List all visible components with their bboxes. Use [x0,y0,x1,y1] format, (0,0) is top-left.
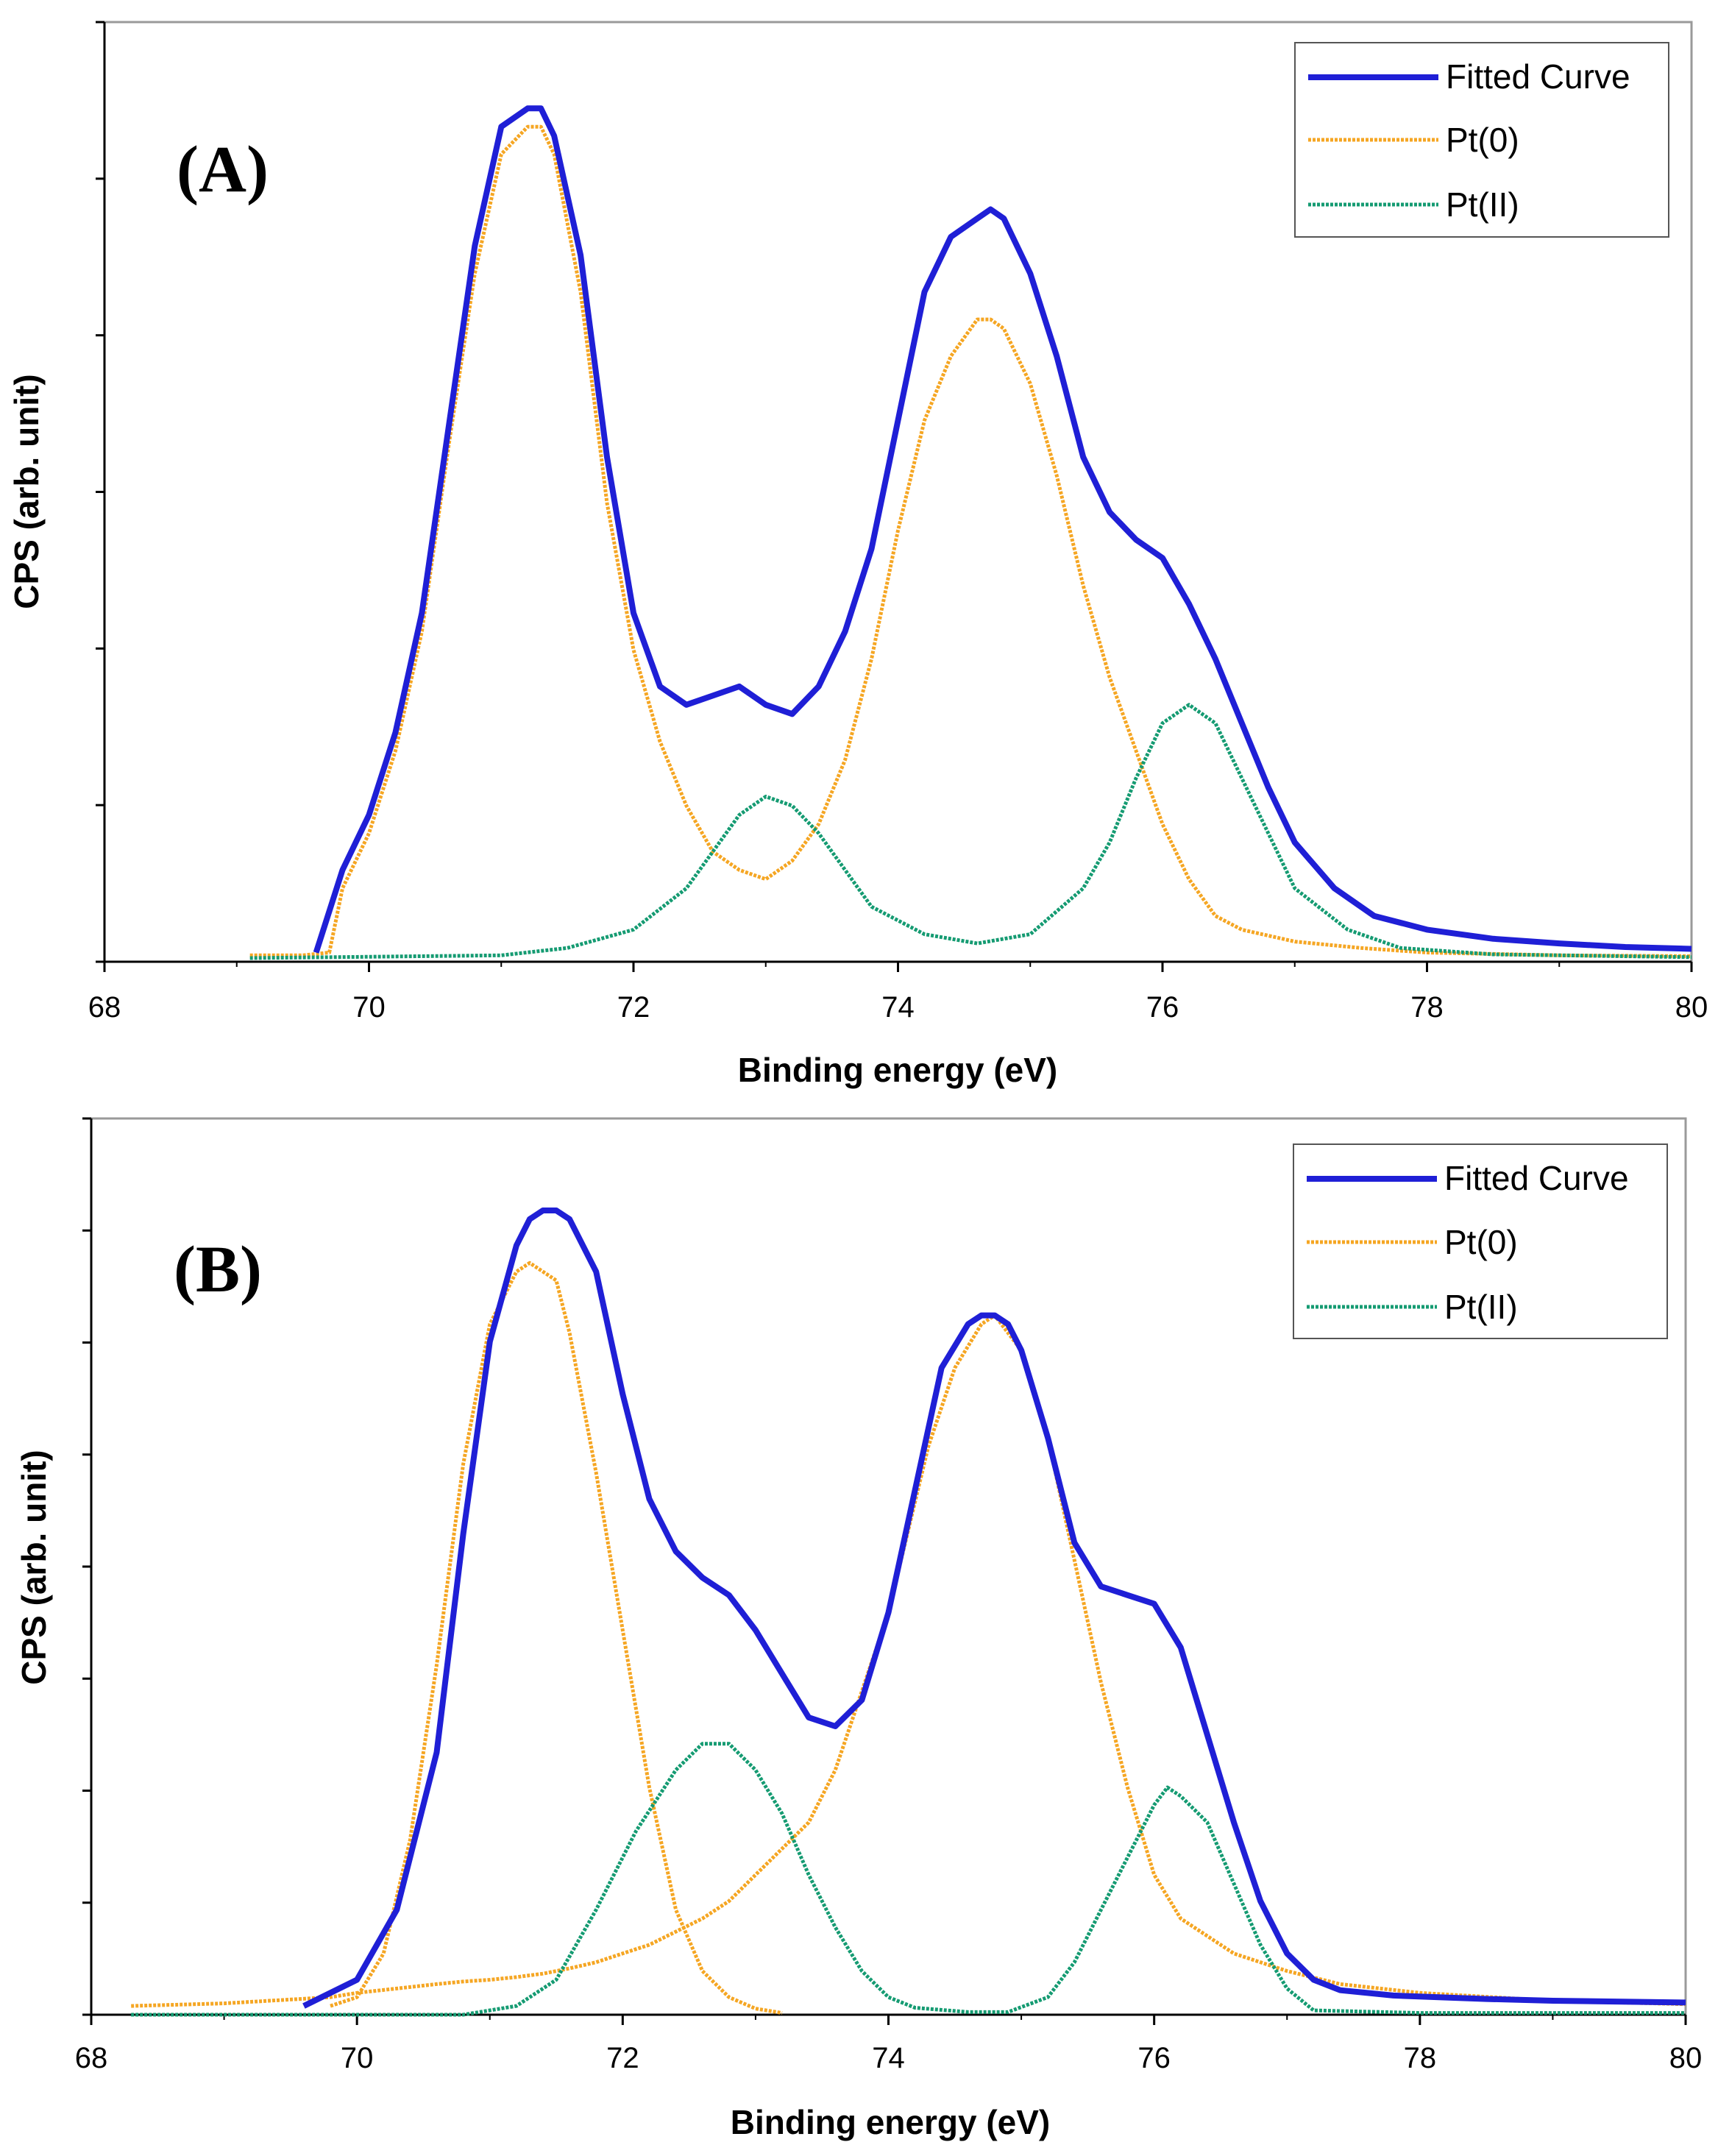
panel-a-label: (A) [177,133,269,206]
panel-b-legend: Fitted Curve Pt(0) Pt(II) [1293,1143,1668,1339]
panel-a-series-pt-ii [249,703,1692,960]
panel-b-series-pt-0-left-component [330,1260,783,2015]
panel-b-x-tick-label: 74 [872,2042,905,2074]
panel-a-y-axis-title: CPS (arb. unit) [7,374,46,609]
panel-a: 68 70 72 74 76 78 80 (A) Binding energy (eV) C… [7,21,1708,1089]
panel-b-series-fitted-curve [302,1208,1686,2009]
panel-b-series [131,1208,1686,2017]
panel-b-x-tick-label: 68 [75,2042,108,2074]
panel-a-x-tick-label: 68 [88,991,121,1024]
panel-a-x-tick-label: 72 [617,991,650,1024]
panel-a-legend-pt0-label: Pt(0) [1446,121,1519,159]
panel-a-series-pt-0 [249,124,1692,958]
panel-b-x-axis-title: Binding energy (eV) [731,2103,1050,2141]
panel-a-legend-pt2-label: Pt(II) [1446,185,1519,224]
panel-b-x-tick-label: 76 [1137,2042,1171,2074]
panel-b-label: (B) [174,1233,262,1306]
panel-b-x-tick-label: 70 [341,2042,374,2074]
panel-b-y-axis-title: CPS (arb. unit) [15,1450,53,1684]
panel-a-x-tick-label: 78 [1410,991,1444,1024]
panel-a-ticks: 68 70 72 74 76 78 80 [88,21,1708,1024]
panel-b-legend-pt2-label: Pt(II) [1444,1288,1518,1326]
panel-a-x-tick-label: 80 [1675,991,1708,1024]
panel-a-x-axis-title: Binding energy (eV) [738,1051,1057,1089]
panel-a-x-tick-label: 76 [1146,991,1179,1024]
panel-a-legend: Fitted Curve Pt(0) Pt(II) [1294,42,1669,238]
panel-b-legend-fitted-label: Fitted Curve [1444,1159,1629,1197]
panel-a-series [249,105,1692,960]
panel-b-x-tick-label: 78 [1404,2042,1437,2074]
panel-b: 68 70 72 74 76 78 80 (B) Binding energy (eV) C… [15,1117,1703,2141]
panel-b-series-pt-0 [131,1313,1686,2008]
panel-a-legend-fitted-label: Fitted Curve [1446,57,1630,96]
panel-a-x-tick-label: 70 [352,991,386,1024]
panel-a-x-tick-label: 74 [881,991,915,1024]
panel-b-series-pt-ii [131,1742,1686,2017]
panel-b-legend-pt0-label: Pt(0) [1444,1223,1518,1261]
panel-a-series-fitted-curve [313,105,1692,954]
panel-b-x-tick-label: 72 [606,2042,639,2074]
panel-b-x-tick-label: 80 [1669,2042,1703,2074]
